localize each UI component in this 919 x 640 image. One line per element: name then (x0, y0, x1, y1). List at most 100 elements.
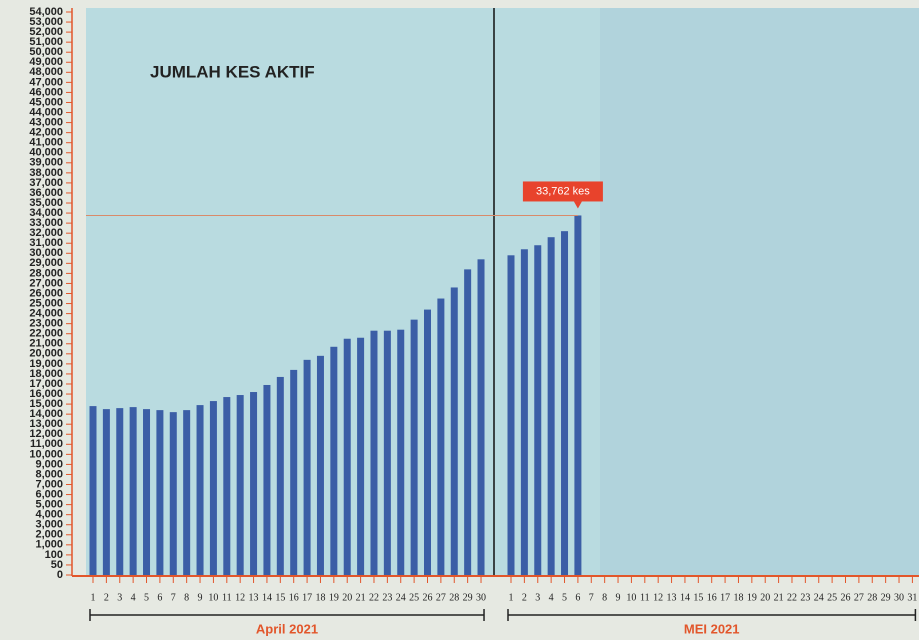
y-tick-label: 30,000 (29, 247, 63, 259)
bar (561, 231, 569, 576)
x-tick-label: 9 (198, 592, 203, 603)
x-tick-label: 21 (356, 592, 366, 603)
y-tick-label: 50 (51, 559, 63, 571)
y-tick-label: 25,000 (29, 297, 63, 309)
x-tick-label: 20 (760, 592, 770, 603)
y-tick-label: 22,000 (29, 328, 63, 340)
y-tick-label: 38,000 (29, 167, 63, 179)
y-tick-label: 52,000 (29, 26, 63, 38)
x-tick-label: 8 (602, 592, 607, 603)
bar (196, 405, 204, 575)
x-tick-label: 20 (342, 592, 352, 603)
y-tick-label: 40,000 (29, 147, 63, 159)
bar (169, 412, 177, 575)
y-tick-label: 2,000 (35, 529, 63, 541)
x-tick-label: 6 (575, 592, 580, 603)
x-tick-label: 2 (104, 592, 109, 603)
x-tick-label: 13 (249, 592, 259, 603)
chart-title: JUMLAH KES AKTIF (150, 62, 315, 81)
x-tick-label: 14 (680, 592, 690, 603)
x-tick-label: 17 (720, 592, 730, 603)
x-tick-label: 12 (235, 592, 245, 603)
bar (357, 337, 365, 575)
y-tick-label: 12,000 (29, 428, 63, 440)
y-tick-label: 37,000 (29, 177, 63, 189)
y-tick-label: 27,000 (29, 277, 63, 289)
x-tick-label: 21 (774, 592, 784, 603)
x-tick-label: 28 (867, 592, 877, 603)
y-tick-label: 39,000 (29, 157, 63, 169)
x-tick-label: 25 (409, 592, 419, 603)
x-tick-label: 3 (535, 592, 540, 603)
x-tick-label: 29 (881, 592, 891, 603)
x-tick-label: 9 (616, 592, 621, 603)
fold-shade (600, 8, 919, 575)
group-label: MEI 2021 (684, 621, 740, 636)
bar (250, 392, 258, 575)
x-tick-label: 26 (423, 592, 433, 603)
x-tick-label: 24 (396, 592, 406, 603)
x-tick-label: 1 (509, 592, 514, 603)
bar (534, 245, 542, 575)
x-tick-label: 26 (841, 592, 851, 603)
y-tick-label: 18,000 (29, 368, 63, 380)
bar (343, 338, 351, 575)
y-tick-label: 35,000 (29, 197, 63, 209)
y-tick-label: 32,000 (29, 227, 63, 239)
bar (143, 409, 151, 575)
x-tick-label: 14 (262, 592, 272, 603)
bar (102, 409, 110, 575)
x-tick-label: 22 (369, 592, 379, 603)
y-tick-label: 31,000 (29, 237, 63, 249)
x-tick-label: 18 (733, 592, 743, 603)
x-tick-label: 27 (854, 592, 864, 603)
x-tick-label: 23 (800, 592, 810, 603)
x-tick-label: 12 (653, 592, 663, 603)
x-tick-label: 18 (315, 592, 325, 603)
x-tick-label: 19 (747, 592, 757, 603)
y-tick-label: 17,000 (29, 378, 63, 390)
x-tick-label: 11 (222, 592, 232, 603)
x-tick-label: 30 (894, 592, 904, 603)
x-tick-label: 1 (91, 592, 96, 603)
x-tick-label: 7 (171, 592, 176, 603)
y-tick-label: 9,000 (35, 458, 63, 470)
x-tick-label: 16 (707, 592, 717, 603)
bar (316, 355, 324, 575)
x-tick-label: 15 (693, 592, 703, 603)
bar (370, 330, 378, 575)
x-tick-label: 24 (814, 592, 824, 603)
bar (183, 410, 191, 575)
y-tick-label: 16,000 (29, 388, 63, 400)
bar (507, 255, 515, 575)
bar (464, 269, 472, 575)
y-tick-label: 54,000 (29, 6, 63, 18)
x-tick-label: 4 (131, 592, 136, 603)
x-tick-label: 10 (208, 592, 218, 603)
data-label: 33,762 kes (536, 185, 590, 197)
bar (209, 401, 217, 575)
bar (397, 329, 405, 575)
x-tick-label: 4 (549, 592, 554, 603)
bar (156, 410, 164, 575)
bar (383, 330, 391, 575)
bar (290, 369, 298, 575)
x-tick-label: 16 (289, 592, 299, 603)
x-tick-label: 29 (463, 592, 473, 603)
y-tick-label: 10,000 (29, 448, 63, 460)
x-tick-label: 15 (275, 592, 285, 603)
y-tick-label: 20,000 (29, 348, 63, 360)
x-tick-label: 6 (157, 592, 162, 603)
x-tick-label: 31 (907, 592, 917, 603)
y-tick-label: 24,000 (29, 308, 63, 320)
bar (263, 384, 271, 575)
y-tick-label: 50,000 (29, 46, 63, 58)
x-tick-label: 5 (144, 592, 149, 603)
y-tick-label: 36,000 (29, 187, 63, 199)
y-tick-label: 26,000 (29, 287, 63, 299)
bar (547, 237, 555, 575)
y-tick-label: 46,000 (29, 86, 63, 98)
x-tick-label: 23 (382, 592, 392, 603)
y-tick-label: 45,000 (29, 96, 63, 108)
